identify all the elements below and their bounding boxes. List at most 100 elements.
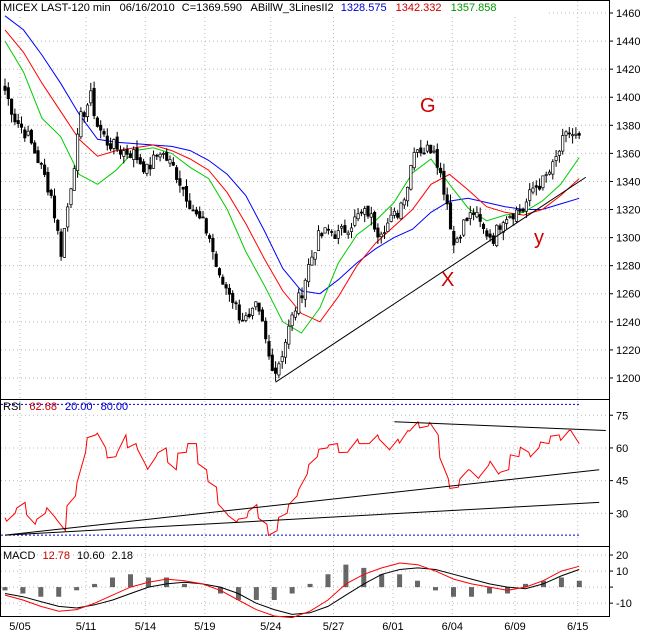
candle-body [151,154,156,169]
candle-body [29,129,33,144]
rsi-label: RSI [3,401,21,413]
macd-tick-label: -10 [616,598,632,610]
candle-body [227,287,231,295]
candle-body [211,237,215,253]
candle-body [3,85,7,91]
candle-body [201,216,205,219]
date-tick-label: 6/09 [504,621,525,633]
candle-body [445,194,449,205]
candle-body [99,124,103,131]
candle-body [10,98,14,115]
candle-body [184,186,189,202]
rsi-high: 80.00 [101,401,129,413]
candle-body [72,168,76,191]
candle-body [491,235,495,244]
candle-body [56,219,60,231]
macd-series [2,562,582,619]
candle-body [234,302,238,305]
candle-body [79,111,83,138]
price-tick-label: 1280 [616,261,640,273]
candle-body [472,212,476,215]
candle-body [498,225,502,230]
candle-body [171,162,175,166]
candle-body [175,167,179,180]
rsi-tick-label: 60 [616,443,628,455]
candle-body [76,133,80,172]
candle-body [577,133,581,136]
candle-body [419,147,423,154]
candle-body [118,149,123,155]
macd-value-2: 10.60 [77,550,105,562]
svg-text:MICEX LAST-120 min 06/16/2: MICEX LAST-120 min 06/16/2010 C=1369.590… [3,2,497,14]
candle-body [19,123,24,128]
candle-body [247,313,251,318]
candle-body [62,227,66,258]
header-line-value-blue: 1328.575 [341,2,387,14]
candle-body [293,310,297,318]
macd-value-1: 12.78 [42,550,70,562]
candle-body [224,284,228,289]
candle-body [297,292,301,314]
annotation-x: X [441,269,454,291]
candle-body [511,213,515,220]
date-tick-label: 5/11 [76,621,97,633]
candle-body [541,175,545,189]
candle-body [422,152,426,155]
candle-body [369,213,373,218]
candle-body [505,219,509,224]
candle-body [333,234,337,240]
candle-body [376,227,380,238]
rsi-panel-frame [0,399,610,547]
candle-body [373,211,377,230]
candle-body [168,159,172,164]
ma-line-slow [4,15,580,295]
price-tick-label: 1220 [616,345,640,357]
candle-body [181,186,185,190]
candle-body [142,161,146,173]
candle-body [165,152,169,161]
date-tick-label: 5/14 [135,621,156,633]
date-tick-label: 6/15 [567,621,588,633]
candle-body [366,205,370,217]
candle-body [307,264,311,283]
candle-body [389,214,393,222]
candle-body [382,232,387,234]
candle-body [425,144,429,152]
header-line-value-red: 1342.332 [396,2,442,14]
candle-body [481,223,486,229]
candle-body [260,309,264,322]
price-tick-label: 1440 [616,36,640,48]
candle-body [26,130,30,136]
date-tick-label: 6/01 [382,621,403,633]
price-tick-label: 1460 [616,8,640,20]
candle-body [356,213,360,220]
candle-body [521,208,525,212]
candle-body [386,222,390,232]
candle-body [267,341,271,357]
candle-body [92,87,96,116]
macd-panel-frame [0,546,610,617]
candle-body [16,120,20,124]
macd-signal-line [4,567,580,615]
candle-body [478,214,482,222]
candle-body [280,356,284,362]
candle-body [455,238,459,243]
candle-body [39,162,43,165]
candle-body [462,219,466,236]
candle-body [574,133,578,136]
candle-body [128,153,132,158]
candle-body [396,212,400,218]
candle-body [82,112,86,117]
candle-body [524,201,528,212]
price-candles [3,78,581,382]
candle-body [544,174,548,176]
candle-body [452,230,456,246]
price-panel-frame [0,0,610,400]
candle-body [439,167,443,174]
candle-body [254,301,258,308]
candle-body [204,218,208,234]
rsi-tick-label: 45 [616,476,628,488]
svg-text:RSI 62.68 20.00 80: RSI 62.68 20.00 80.00 [3,401,128,413]
candle-body [66,206,70,228]
